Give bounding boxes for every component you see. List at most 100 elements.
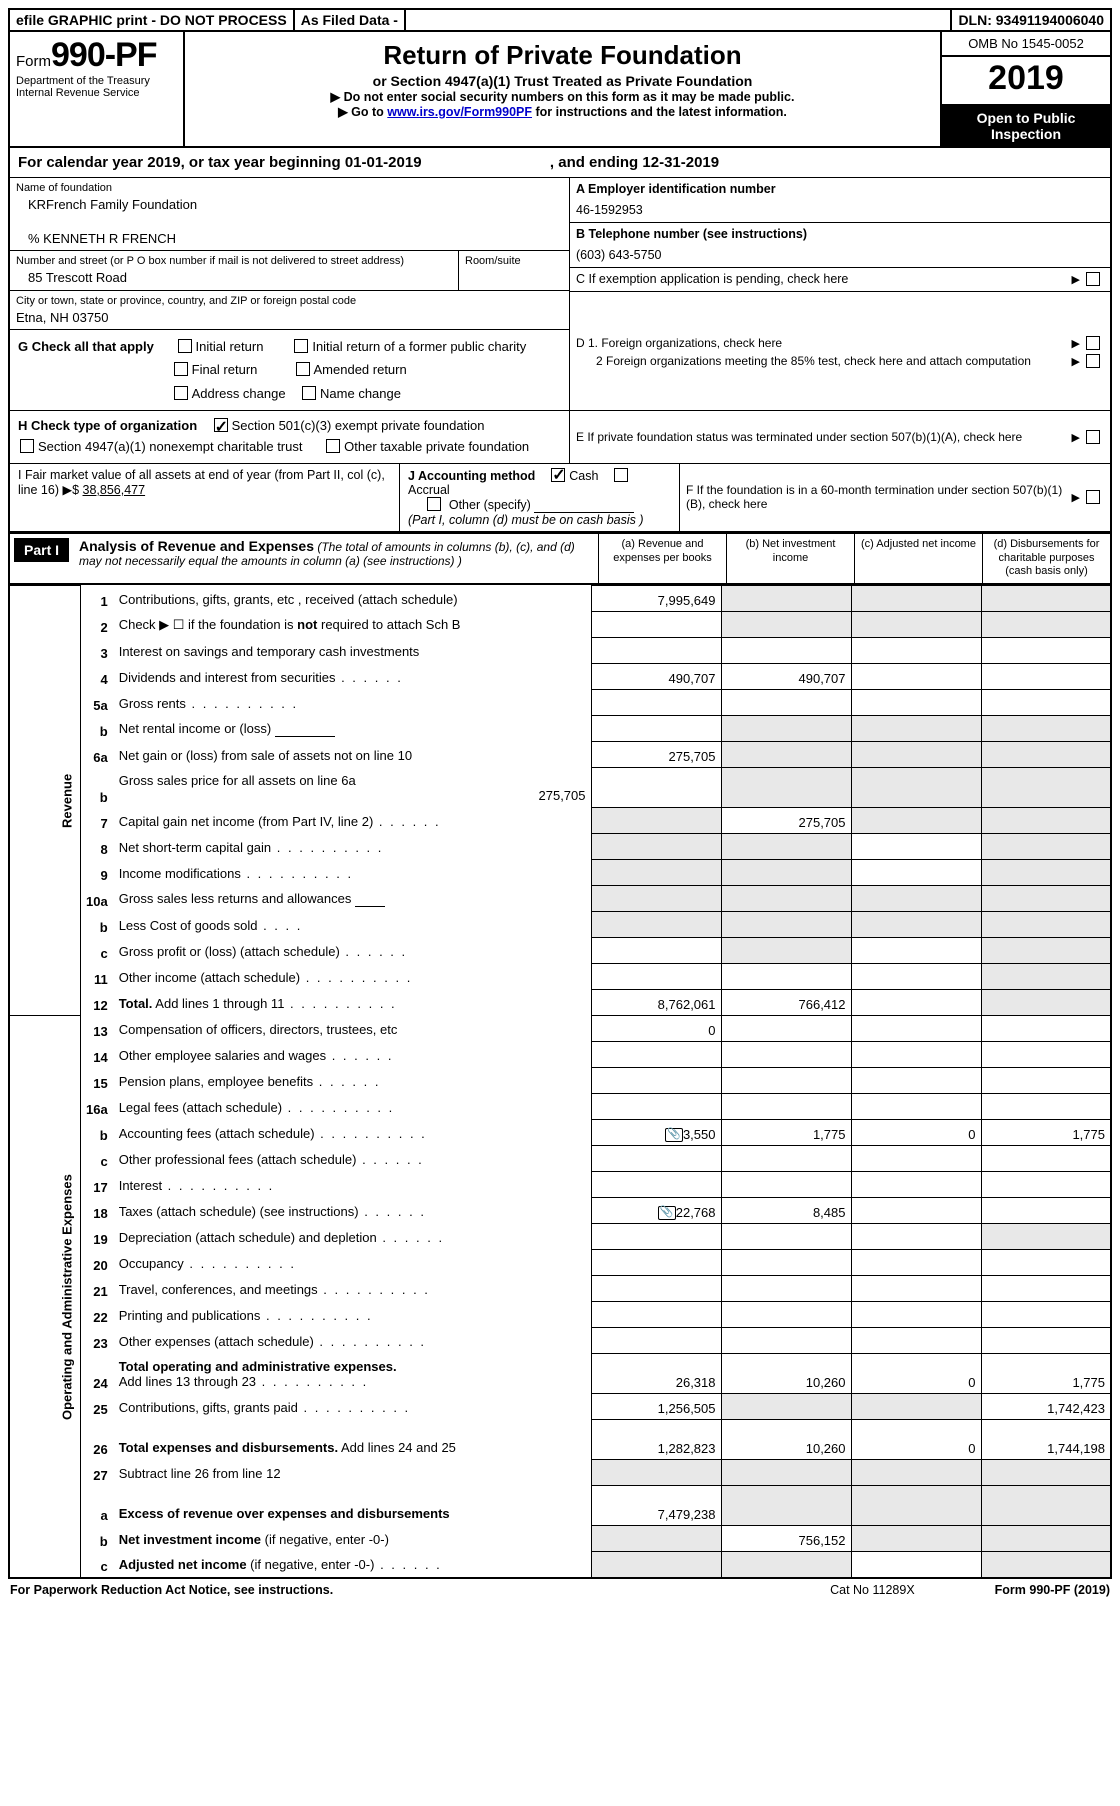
phone-label: B Telephone number (see instructions)	[576, 226, 1104, 243]
cell-value	[591, 1552, 721, 1578]
d2-checkbox[interactable]	[1086, 354, 1100, 368]
info-left: Name of foundation KRFrench Family Found…	[10, 178, 570, 330]
cell-value	[721, 860, 851, 886]
line-desc: Compensation of officers, directors, tru…	[114, 1016, 591, 1042]
h-c: Other taxable private foundation	[344, 439, 529, 454]
line-number: 6a	[81, 742, 114, 768]
line-desc: Subtract line 26 from line 12	[114, 1460, 591, 1486]
cell-value	[981, 716, 1111, 742]
g-amended[interactable]	[296, 362, 310, 376]
table-row: Revenue1Contributions, gifts, grants, et…	[9, 586, 1111, 612]
cell-value	[981, 1016, 1111, 1042]
cell-value	[981, 1224, 1111, 1250]
cell-value	[981, 1526, 1111, 1552]
h-other[interactable]	[326, 439, 340, 453]
cell-value	[981, 768, 1111, 808]
cell-value	[721, 1224, 851, 1250]
d1-checkbox[interactable]	[1086, 336, 1100, 350]
cell-value: 0	[591, 1016, 721, 1042]
note-1: ▶ Do not enter social security numbers o…	[191, 89, 934, 104]
cell-value	[591, 1328, 721, 1354]
table-row: 20Occupancy	[9, 1250, 1111, 1276]
c-checkbox[interactable]	[1086, 272, 1100, 286]
cell-value	[981, 912, 1111, 938]
cell-value	[981, 1094, 1111, 1120]
cell-value: 1,256,505	[591, 1394, 721, 1420]
attachment-icon[interactable]	[665, 1128, 683, 1142]
line-number: 15	[81, 1068, 114, 1094]
cell-value: 10,260	[721, 1354, 851, 1394]
g-name[interactable]	[302, 386, 316, 400]
table-row: 27Subtract line 26 from line 12	[9, 1460, 1111, 1486]
line-desc: Travel, conferences, and meetings	[114, 1276, 591, 1302]
cell-value	[851, 1172, 981, 1198]
line-number: 21	[81, 1276, 114, 1302]
j-cash[interactable]	[551, 468, 565, 482]
line-number: 26	[81, 1420, 114, 1460]
line-number: 9	[81, 860, 114, 886]
attachment-icon[interactable]	[658, 1206, 676, 1220]
line-desc: Contributions, gifts, grants paid	[114, 1394, 591, 1420]
name-care: % KENNETH R FRENCH	[16, 230, 563, 248]
line-desc: Total expenses and disbursements. Add li…	[114, 1420, 591, 1460]
e-checkbox[interactable]	[1086, 430, 1100, 444]
city-value: Etna, NH 03750	[16, 309, 563, 327]
tax-year: 2019	[942, 57, 1110, 106]
ijf-row: I Fair market value of all assets at end…	[8, 464, 1112, 533]
cell-value	[721, 1042, 851, 1068]
inspection: Open to Public Inspection	[942, 106, 1110, 146]
dln-value: 93491194006040	[996, 12, 1104, 28]
j-other[interactable]	[427, 497, 441, 511]
f-checkbox[interactable]	[1086, 490, 1100, 504]
table-row: 17Interest	[9, 1172, 1111, 1198]
g-opt-0: Initial return	[196, 339, 264, 354]
form-link[interactable]: www.irs.gov/Form990PF	[387, 105, 532, 119]
col-a-head: (a) Revenue and expenses per books	[598, 534, 726, 583]
line-number: 12	[81, 990, 114, 1016]
col-d-head: (d) Disbursements for charitable purpose…	[982, 534, 1110, 583]
cell-value	[851, 860, 981, 886]
line-number: 4	[81, 664, 114, 690]
arrow-icon	[1072, 354, 1084, 368]
cell-value	[721, 768, 851, 808]
line-desc: Gross sales less returns and allowances	[114, 886, 591, 912]
table-row: 10aGross sales less returns and allowanc…	[9, 886, 1111, 912]
line-number: 3	[81, 638, 114, 664]
j-accrual[interactable]	[614, 468, 628, 482]
irs: Internal Revenue Service	[16, 87, 177, 99]
cell-value	[851, 1198, 981, 1224]
g-address[interactable]	[174, 386, 188, 400]
cell-value	[591, 912, 721, 938]
table-row: 23Other expenses (attach schedule)	[9, 1328, 1111, 1354]
cell-value: 10,260	[721, 1420, 851, 1460]
cell-value	[851, 834, 981, 860]
line-desc: Capital gain net income (from Part IV, l…	[114, 808, 591, 834]
cell-value	[721, 886, 851, 912]
cell-value	[721, 1486, 851, 1526]
table-row: 7Capital gain net income (from Part IV, …	[9, 808, 1111, 834]
h-501c3[interactable]	[214, 418, 228, 432]
e-label: E If private foundation status was termi…	[576, 430, 1072, 444]
ein-label: A Employer identification number	[576, 181, 1104, 198]
form-num: 990-PF	[51, 36, 157, 74]
g-initial[interactable]	[178, 339, 192, 353]
cell-value	[981, 886, 1111, 912]
table-row: 26Total expenses and disbursements. Add …	[9, 1420, 1111, 1460]
g-initial-former[interactable]	[294, 339, 308, 353]
table-row: aExcess of revenue over expenses and dis…	[9, 1486, 1111, 1526]
cell-value	[721, 612, 851, 638]
cell-value	[591, 1224, 721, 1250]
cell-value	[851, 1552, 981, 1578]
c-cell: C If exemption application is pending, c…	[570, 268, 1110, 292]
cell-value: 275,705	[591, 742, 721, 768]
line-desc: Excess of revenue over expenses and disb…	[114, 1486, 591, 1526]
cell-value	[981, 1276, 1111, 1302]
cell-value	[981, 1068, 1111, 1094]
cell-value	[981, 1172, 1111, 1198]
cell-value	[981, 964, 1111, 990]
cell-value	[851, 1486, 981, 1526]
h-4947[interactable]	[20, 439, 34, 453]
g-final[interactable]	[174, 362, 188, 376]
g-opt-1: Initial return of a former public charit…	[312, 339, 526, 354]
cell-value	[981, 938, 1111, 964]
